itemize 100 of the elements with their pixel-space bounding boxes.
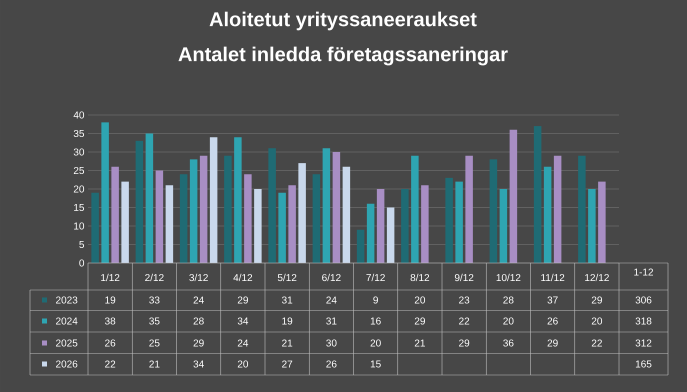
data-label: 20 <box>238 360 248 368</box>
data-label: 29 <box>592 296 602 304</box>
data-label: 29 <box>548 339 558 347</box>
bar <box>101 122 109 263</box>
bar <box>156 170 164 263</box>
x-tick-label: 5/12 <box>278 274 296 282</box>
data-label: 33 <box>149 296 160 304</box>
data-label: 21 <box>414 340 425 346</box>
data-label: 20 <box>414 296 426 304</box>
bar <box>534 126 542 263</box>
bar <box>445 178 453 263</box>
data-label: 26 <box>548 317 558 325</box>
data-label: 21 <box>149 360 160 368</box>
legend-label: 2025 <box>56 339 78 347</box>
legend-label: 2026 <box>56 360 78 368</box>
bar <box>254 189 262 263</box>
data-label: 37 <box>547 296 558 304</box>
data-label: 26 <box>105 339 116 347</box>
legend-label: 2023 <box>56 296 78 304</box>
data-label: 23 <box>459 296 470 304</box>
y-tick-label: 20 <box>74 185 84 193</box>
data-label: 29 <box>414 317 425 325</box>
bar <box>111 166 119 263</box>
bar <box>166 185 174 263</box>
data-label: 29 <box>459 339 470 347</box>
x-tick-label: 12/12 <box>585 274 609 282</box>
bar <box>278 192 286 263</box>
bar <box>376 189 384 263</box>
bar <box>298 163 306 263</box>
data-label: 22 <box>459 318 470 324</box>
x-tick-label: 2/12 <box>145 274 164 282</box>
data-label: 20 <box>370 339 381 347</box>
data-label: 30 <box>326 339 337 347</box>
bar <box>322 148 330 263</box>
data-label: 38 <box>104 317 116 325</box>
bar <box>210 137 218 263</box>
bar <box>366 204 374 263</box>
data-label: 24 <box>194 296 204 304</box>
x-tick-label: 3/12 <box>189 274 208 282</box>
data-label: 31 <box>282 296 292 304</box>
bar <box>136 140 144 263</box>
bar <box>312 174 320 263</box>
text: 318 <box>636 317 652 325</box>
x-tick-label: 11/12 <box>541 274 564 282</box>
bar <box>455 182 463 263</box>
data-label: 22 <box>105 360 116 368</box>
y-tick-label: 35 <box>74 130 84 138</box>
bar <box>91 192 99 263</box>
bar <box>421 185 429 263</box>
data-label: 34 <box>193 360 204 368</box>
bar <box>356 230 364 263</box>
data-label: 19 <box>282 317 292 325</box>
data-label: 35 <box>149 317 160 325</box>
bar <box>268 148 276 263</box>
chart-subtitle: Antalet inledda företagssaneringar <box>178 46 508 66</box>
bar <box>200 156 208 263</box>
data-label: 9 <box>373 296 378 304</box>
y-tick-label: 5 <box>79 241 84 248</box>
x-tick-label: 4/12 <box>233 274 252 282</box>
x-tick-label: 10/12 <box>496 274 520 282</box>
data-label: 26 <box>326 360 337 368</box>
bar <box>510 130 518 263</box>
text: 312 <box>636 339 652 347</box>
data-label: 19 <box>105 296 116 304</box>
bar <box>288 185 296 263</box>
y-tick-label: 40 <box>74 111 84 119</box>
bar <box>146 134 154 263</box>
bar <box>244 174 252 263</box>
data-label: 29 <box>238 296 248 304</box>
data-label: 28 <box>503 296 514 304</box>
data-label: 34 <box>238 317 248 325</box>
text: 306 <box>636 296 652 304</box>
bar <box>554 156 562 263</box>
bar <box>578 156 586 263</box>
y-tick-label: 10 <box>74 222 84 230</box>
data-label: 29 <box>194 339 204 347</box>
data-label: 24 <box>238 340 248 346</box>
bar <box>588 189 596 263</box>
data-label: 20 <box>592 317 602 325</box>
y-tick-label: 30 <box>74 148 84 156</box>
x-tick-label: 1/12 <box>101 274 120 282</box>
bar <box>411 156 419 263</box>
x-tick-label: 9/12 <box>454 274 474 282</box>
bar <box>180 174 188 263</box>
bar <box>386 208 394 263</box>
x-tick-label: 7/12 <box>366 274 385 282</box>
data-label: 20 <box>503 317 514 325</box>
bar <box>465 156 473 263</box>
text: 1-12 <box>634 268 654 276</box>
bar <box>401 189 409 263</box>
x-tick-label: 8/12 <box>410 274 430 282</box>
bar <box>342 166 350 263</box>
data-label: 15 <box>370 360 381 368</box>
data-label: 22 <box>592 340 602 346</box>
y-tick-label: 25 <box>74 166 84 174</box>
x-tick-label: 6/12 <box>322 274 341 282</box>
data-label: 16 <box>370 317 381 325</box>
bar <box>544 166 552 263</box>
text: 165 <box>636 360 652 368</box>
data-label: 31 <box>326 317 336 325</box>
